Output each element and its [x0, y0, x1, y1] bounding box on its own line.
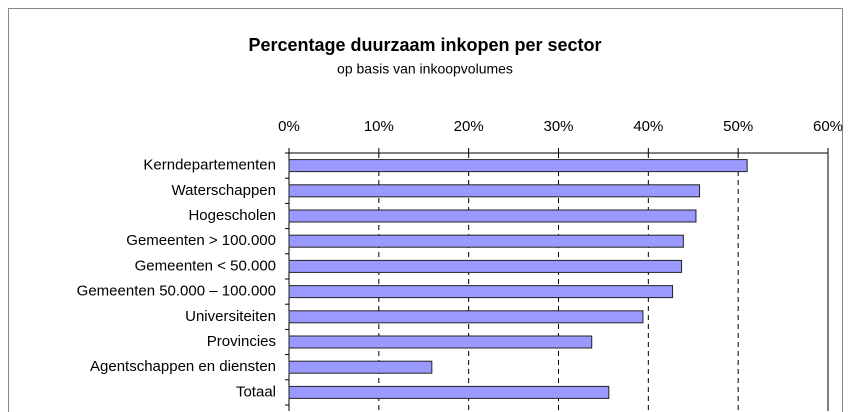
y-tick-label: Gemeenten > 100.000: [126, 232, 276, 249]
bar: [288, 259, 683, 273]
y-tick-label: Gemeenten < 50.000: [135, 257, 276, 274]
chart-title: Percentage duurzaam inkopen per sector: [248, 35, 601, 55]
y-tick-label: Waterschappen: [171, 182, 276, 199]
bar: [288, 159, 748, 173]
bar: [288, 360, 433, 374]
x-tick-label: 10%: [364, 118, 394, 135]
chart-subtitle: op basis van inkoopvolumes: [337, 61, 513, 77]
bar: [288, 234, 684, 248]
x-tick-label: 40%: [633, 118, 663, 135]
y-tick-label: Totaal: [236, 383, 276, 400]
y-tick-label: Universiteiten: [185, 308, 276, 325]
bar: [288, 209, 697, 223]
bar: [288, 184, 701, 198]
x-tick-label: 60%: [813, 118, 843, 135]
bar: [288, 285, 674, 299]
x-tick-label: 20%: [454, 118, 484, 135]
y-tick-label: Kerndepartementen: [143, 157, 276, 174]
y-tick-label: Agentschappen en diensten: [90, 358, 276, 375]
x-tick-label: 30%: [543, 118, 573, 135]
bar: [288, 310, 644, 324]
y-tick-label: Provincies: [207, 333, 276, 350]
bar: [288, 335, 593, 349]
y-tick-label: Hogescholen: [188, 207, 276, 224]
x-tick-label: 50%: [723, 118, 753, 135]
bar: [288, 385, 610, 399]
x-tick-label: 0%: [278, 118, 300, 135]
y-tick-label: Gemeenten 50.000 – 100.000: [77, 283, 276, 300]
